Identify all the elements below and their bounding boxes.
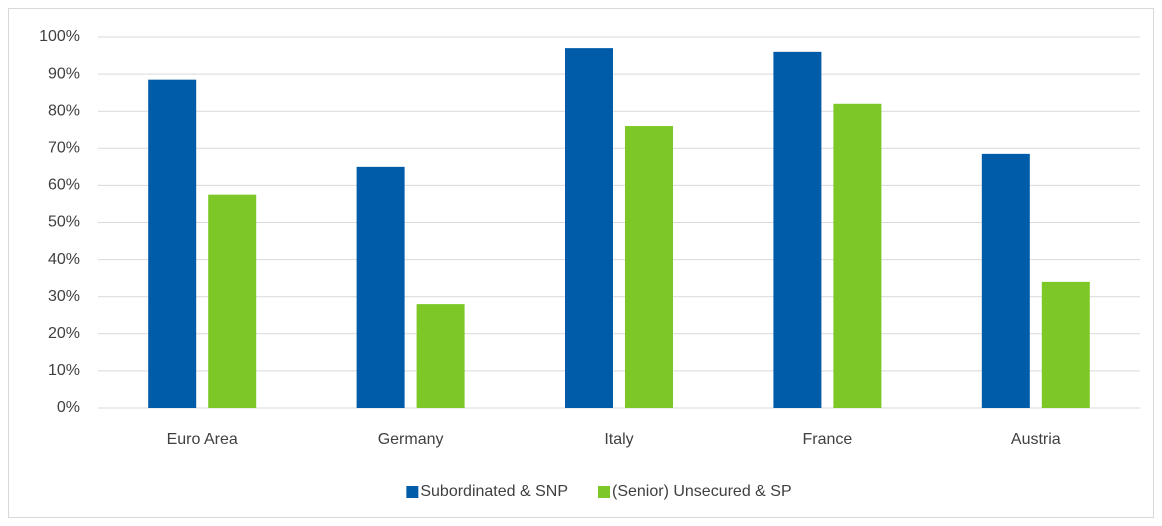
y-tick-label: 30% <box>48 288 80 305</box>
y-tick-label: 100% <box>39 28 80 45</box>
legend-label: (Senior) Unsecured & SP <box>612 483 792 500</box>
x-tick-label: Germany <box>378 431 444 448</box>
bar <box>1041 281 1090 408</box>
bar <box>148 79 197 408</box>
legend-label: Subordinated & SNP <box>420 483 568 500</box>
y-tick-label: 0% <box>57 399 80 416</box>
y-tick-label: 20% <box>48 325 80 342</box>
y-tick-label: 80% <box>48 102 80 119</box>
bar <box>565 48 613 408</box>
legend-swatch <box>406 486 419 498</box>
bar <box>773 51 822 409</box>
y-tick-label: 70% <box>48 140 80 157</box>
bar <box>208 194 257 408</box>
bar <box>416 304 465 408</box>
x-tick-label: Italy <box>604 431 633 448</box>
x-tick-label: Euro Area <box>167 431 238 448</box>
y-tick-label: 10% <box>48 362 80 379</box>
y-tick-label: 40% <box>48 251 80 268</box>
bar <box>833 103 882 408</box>
bar <box>625 126 673 408</box>
y-tick-label: 50% <box>48 214 80 231</box>
bar <box>981 153 1030 408</box>
y-tick-label: 60% <box>48 177 80 194</box>
legend-swatch <box>598 486 611 498</box>
bar <box>356 166 405 408</box>
x-tick-label: Austria <box>1011 431 1061 448</box>
x-tick-label: France <box>803 431 853 448</box>
y-tick-label: 90% <box>48 65 80 82</box>
